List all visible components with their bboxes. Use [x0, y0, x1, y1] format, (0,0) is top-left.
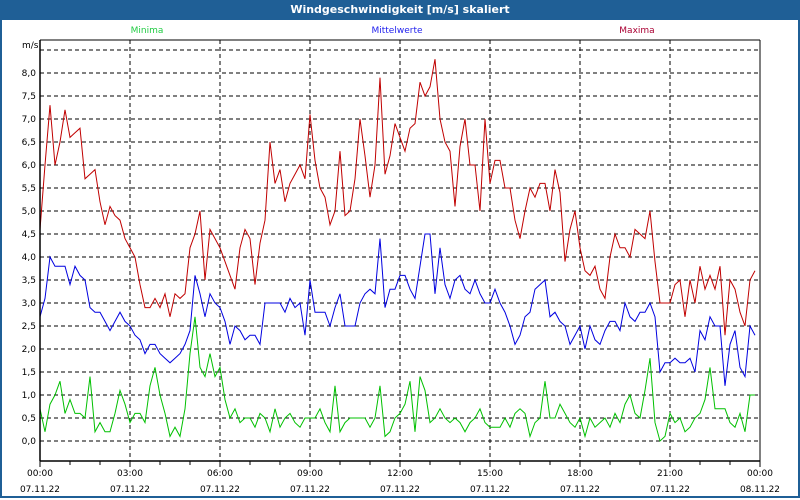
y-tick-label: 0,0 [22, 437, 37, 447]
chart-title: Windgeschwindigkeit [m/s] skaliert [0, 0, 800, 20]
y-tick-label: 1,5 [22, 368, 36, 378]
y-tick-label: 1,0 [22, 391, 37, 401]
x-tick-time: 15:00 [477, 469, 503, 479]
legend: Minima Mittelwerte Maxima [131, 26, 655, 36]
y-tick-label: 3,0 [22, 299, 37, 309]
y-axis-unit: m/s [22, 41, 39, 51]
x-tick-date: 07.11.22 [650, 485, 690, 495]
x-tick-time: 12:00 [387, 469, 413, 479]
x-tick-date: 07.11.22 [110, 485, 150, 495]
axes: 0,0 0,5 1,0 1,5 2,0 2,5 3,0 3,5 4,0 4,5 5,0 5,5 6,0 6… [20, 39, 780, 495]
x-tick-date: 07.11.22 [470, 485, 510, 495]
x-tick-date: 07.11.22 [290, 485, 330, 495]
x-tick-time: 00:00 [747, 469, 773, 479]
x-tick-time: 00:00 [27, 469, 53, 479]
x-tick-time: 09:00 [297, 469, 323, 479]
series-line-minima [39, 316, 755, 442]
y-tick-label: 6,0 [22, 161, 37, 171]
y-tick-label: 2,0 [22, 345, 37, 355]
series-line-mittelwerte [39, 233, 756, 386]
x-tick-date: 07.11.22 [20, 485, 60, 495]
y-tick-label: 4,0 [22, 253, 37, 263]
legend-maxima: Maxima [619, 26, 654, 36]
x-tick-time: 06:00 [207, 469, 233, 479]
series-lines [39, 59, 756, 442]
x-tick-time: 21:00 [657, 469, 683, 479]
y-tick-label: 6,5 [22, 138, 36, 148]
x-tick-date: 07.11.22 [200, 485, 240, 495]
y-tick-label: 8,0 [22, 69, 37, 79]
y-tick-label: 5,5 [22, 184, 36, 194]
x-tick-time: 18:00 [567, 469, 593, 479]
x-tick-date: 07.11.22 [560, 485, 600, 495]
x-tick-date: 08.11.22 [740, 485, 780, 495]
y-tick-label: 2,5 [22, 322, 36, 332]
y-tick-label: 0,5 [22, 414, 36, 424]
y-tick-label: 5,0 [22, 207, 37, 217]
y-tick-label: 7,5 [22, 92, 36, 102]
y-tick-label: 4,5 [22, 230, 36, 240]
legend-minima: Minima [131, 26, 164, 36]
y-tick-label: 7,0 [22, 115, 37, 125]
grid [40, 40, 760, 461]
y-tick-label: 3,5 [22, 276, 36, 286]
x-tick-time: 03:00 [117, 469, 143, 479]
legend-mittelwerte: Mittelwerte [371, 26, 422, 36]
x-tick-date: 07.11.22 [380, 485, 420, 495]
series-line-maxima [39, 59, 756, 336]
